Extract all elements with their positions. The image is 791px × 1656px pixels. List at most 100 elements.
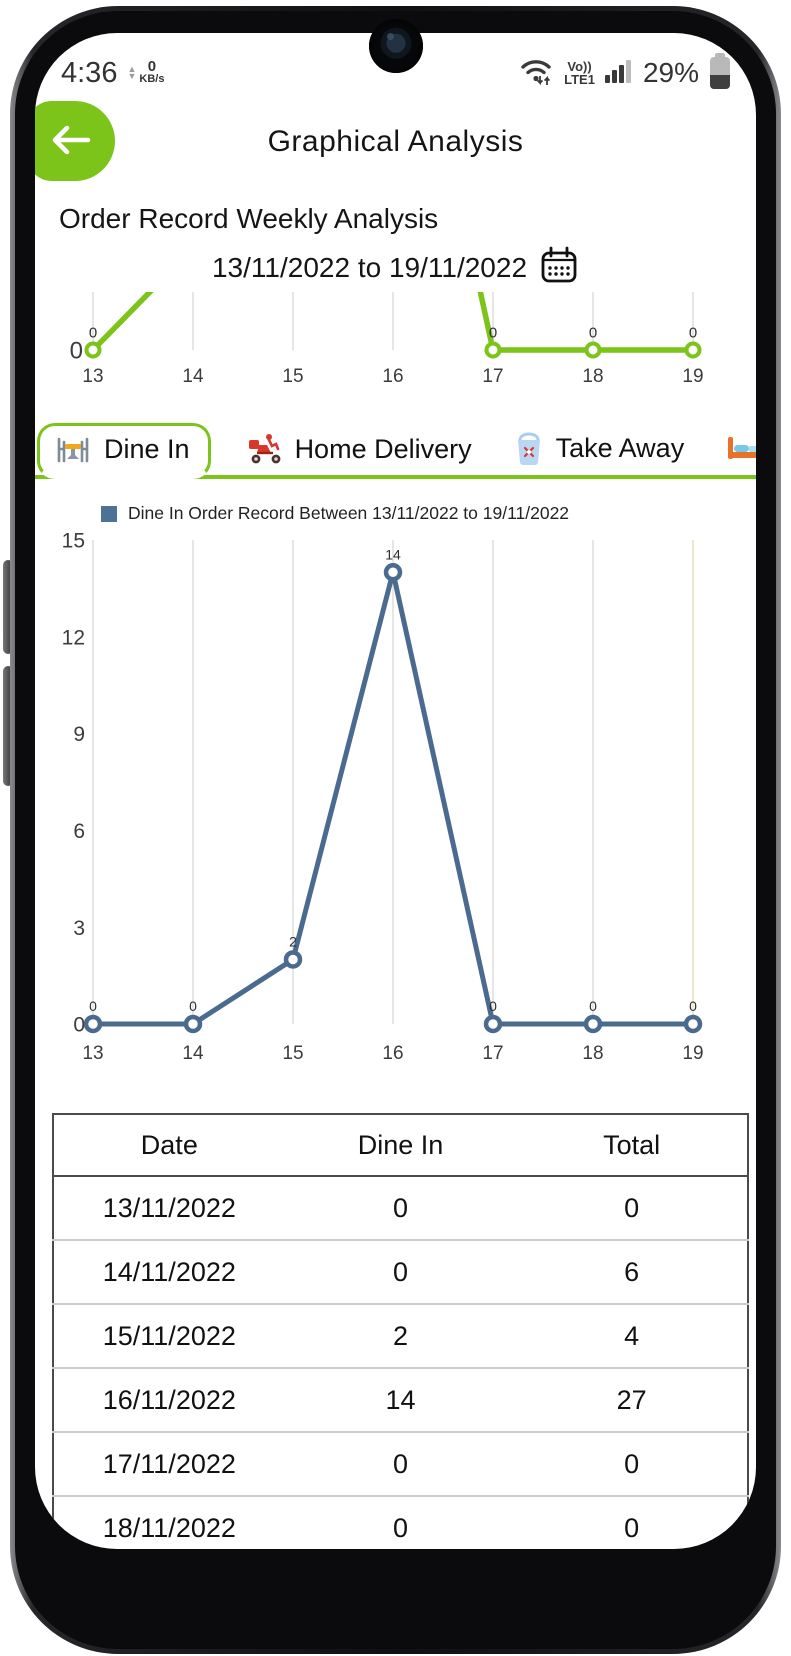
tab-label: Take Away [555,432,685,463]
signal-strength-icon [604,58,634,89]
table-row: 17/11/2022 0 0 [53,1432,748,1497]
table-cell: 18/11/2022 [53,1496,285,1549]
legend-text: Dine In Order Record Between 13/11/2022 … [128,503,570,523]
table-cell: 0 [284,1432,517,1497]
svg-text:18: 18 [582,1043,603,1064]
svg-text:0: 0 [689,998,697,1014]
svg-text:16: 16 [382,1043,403,1064]
svg-text:0: 0 [489,998,497,1014]
svg-text:13: 13 [82,366,103,387]
battery-icon [710,53,730,89]
svg-text:0: 0 [70,338,83,365]
table-row: 14/11/2022 0 6 [53,1240,748,1305]
volume-button[interactable] [3,560,13,654]
table-cell: 0 [516,1176,748,1241]
header: Graphical Analysis [35,99,756,185]
table-cell: 4 [516,1304,748,1369]
svg-text:0: 0 [489,325,497,342]
svg-text:0: 0 [689,325,697,342]
svg-text:0: 0 [189,998,197,1014]
table-cell: 0 [284,1240,517,1305]
network-speed-indicator: ▲ ▼ 0 KB/s [127,58,165,86]
svg-text:17: 17 [482,1043,503,1064]
table-cell: 13/11/2022 [53,1176,285,1241]
bed-icon [726,433,756,465]
front-camera [368,19,423,73]
table-cell: 17/11/2022 [53,1432,285,1497]
order-record-table: Date Dine In Total 13/11/2022 0 0 14/11/2022 0… [52,1113,749,1549]
net-speed-unit: KB/s [139,73,165,85]
tab-label: Dine In [104,434,190,464]
svg-text:12: 12 [62,626,85,649]
table-header-cell: Total [516,1114,748,1177]
tab-take-away[interactable]: Take Away [508,423,691,475]
arrow-left-icon [48,123,94,160]
svg-text:2: 2 [289,933,297,949]
status-bar: 4:36 ▲ ▼ 0 KB/s [35,33,756,99]
phone-frame: 4:36 ▲ ▼ 0 KB/s [10,6,781,1654]
table-cell: 27 [516,1368,748,1433]
app-screen: 4:36 ▲ ▼ 0 KB/s [35,33,756,1549]
svg-text:0: 0 [589,325,597,342]
tabs-row: Dine In Home Delivery Take Away [35,423,756,479]
volte-lte-indicator: Vo)) LTE1 [564,59,595,87]
date-range-row: 13/11/2022 to 19/11/2022 [35,245,756,290]
svg-text:0: 0 [73,1014,85,1037]
table-cell: 14 [284,1368,517,1433]
svg-text:16: 16 [382,366,403,387]
calendar-icon[interactable] [539,245,579,290]
wifi-icon [519,56,555,91]
svg-text:9: 9 [73,723,85,746]
table-cell: 15/11/2022 [53,1304,285,1369]
back-button[interactable] [35,101,115,181]
svg-text:15: 15 [62,530,85,553]
table-cell: 0 [516,1432,748,1497]
svg-text:19: 19 [682,1043,703,1064]
tab-bed-icon[interactable] [720,425,756,475]
svg-text:15: 15 [282,1043,303,1064]
chart-legend: Dine In Order Record Between 13/11/2022 … [101,503,756,524]
table-cell: 2 [284,1304,517,1369]
table-cell: 6 [516,1240,748,1305]
page-title: Graphical Analysis [267,125,524,158]
tab-home-delivery[interactable]: Home Delivery [241,425,478,475]
table-row: 13/11/2022 0 0 [53,1176,748,1241]
svg-text:3: 3 [73,917,85,940]
svg-text:14: 14 [182,1043,204,1064]
table-cell: 0 [516,1496,748,1549]
svg-text:0: 0 [89,998,97,1014]
table-row: 15/11/2022 2 4 [53,1304,748,1369]
net-speed-value: 0 [147,58,157,75]
date-range-text: 13/11/2022 to 19/11/2022 [211,251,528,283]
svg-text:14: 14 [182,366,204,387]
svg-text:19: 19 [682,366,703,387]
table-row: 18/11/2022 0 0 [53,1496,748,1549]
tab-dine-in[interactable]: Dine In [37,423,211,479]
phone-bezel: 4:36 ▲ ▼ 0 KB/s [15,11,776,1649]
tab-label: Home Delivery [294,433,472,464]
clock: 4:36 [61,56,118,89]
updown-arrows-icon: ▲ ▼ [127,64,137,81]
table-row: 16/11/2022 14 27 [53,1368,748,1433]
power-button[interactable] [3,666,13,786]
weekly-total-mini-chart: 13 14 15 16 17 18 19 0 0 0 0 0 [70,33,704,387]
svg-text:15: 15 [282,366,303,387]
table-header-cell: Dine In [284,1114,517,1177]
table-cell: 0 [284,1496,517,1549]
svg-text:14: 14 [385,546,401,562]
svg-text:18: 18 [582,366,603,387]
svg-text:0: 0 [589,998,597,1014]
takeaway-bag-icon [514,431,544,465]
dine-in-table-icon [54,435,92,465]
legend-swatch [101,505,117,522]
delivery-scooter-icon [247,433,283,465]
svg-text:17: 17 [482,366,503,387]
table-header-cell: Date [53,1114,285,1177]
battery-percent: 29% [642,57,699,88]
svg-text:13: 13 [82,1043,103,1064]
table-cell: 14/11/2022 [53,1240,285,1305]
section-title: Order Record Weekly Analysis [59,203,439,234]
svg-text:6: 6 [73,820,85,843]
